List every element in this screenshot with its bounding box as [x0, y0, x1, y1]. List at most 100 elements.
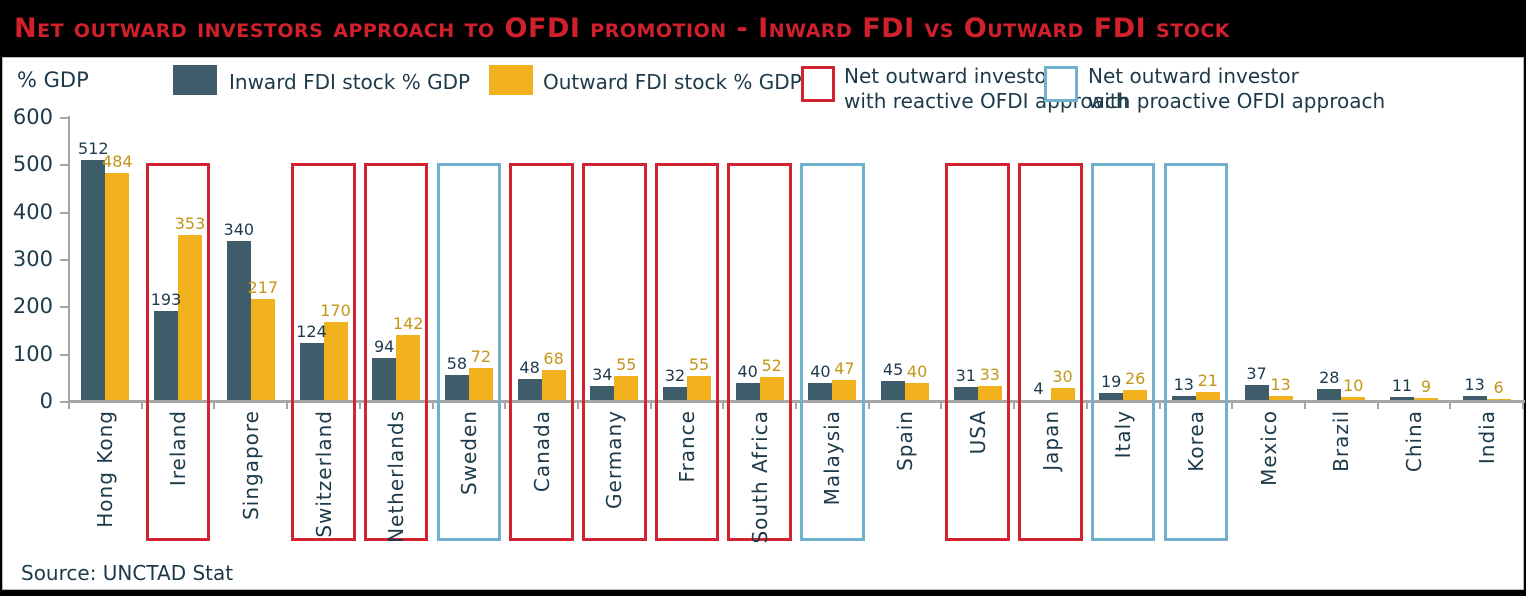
y-axis-tick — [60, 211, 69, 214]
value-label-outward-south-africa: 52 — [761, 356, 782, 376]
value-label-inward-sweden: 58 — [446, 353, 468, 373]
bar-outward-spain — [905, 383, 930, 402]
value-label-inward-mexico: 37 — [1246, 363, 1267, 383]
approach-box-reactive-netherlands — [363, 163, 429, 541]
approach-box-proactive-malaysia — [800, 163, 865, 541]
y-axis-tick — [60, 164, 69, 167]
value-label-outward-malaysia: 47 — [834, 358, 855, 378]
x-axis-tick — [1376, 402, 1379, 409]
country-label-india: India — [1474, 410, 1499, 465]
value-label-inward-germany: 34 — [592, 364, 613, 384]
x-axis-tick — [795, 402, 797, 409]
approach-box-proactive-korea — [1163, 163, 1229, 541]
country-label-france: France — [675, 410, 699, 483]
y-axis-tick-label: 200 — [12, 294, 53, 319]
legend-label-proactive: Net outward investor with proactive OFDI… — [1088, 64, 1386, 113]
approach-box-reactive-south-africa — [727, 163, 792, 541]
value-label-outward-singapore: 217 — [247, 278, 279, 298]
approach-box-reactive-japan — [1018, 163, 1083, 541]
bar-outward-netherlands — [396, 334, 421, 402]
legend-label-inward: Inward FDI stock % GDP — [229, 70, 471, 94]
value-label-outward-korea: 21 — [1197, 371, 1218, 391]
value-label-outward-germany: 55 — [616, 355, 637, 374]
x-axis-tick — [504, 402, 507, 409]
bar-inward-switzerland — [299, 343, 324, 402]
title-bar: Net outward investors approach to OFDI p… — [0, 0, 1526, 57]
approach-box-proactive-sweden — [436, 163, 502, 541]
x-axis-tick — [1303, 402, 1306, 409]
bar-outward-italy — [1123, 389, 1148, 402]
value-label-outward-france: 55 — [688, 355, 710, 374]
value-label-outward-spain: 40 — [906, 362, 928, 382]
chart-title: Net outward investors approach to OFDI p… — [14, 13, 1231, 44]
bar-inward-brazil — [1317, 388, 1342, 402]
value-label-inward-india: 13 — [1464, 374, 1485, 394]
bar-outward-china — [1414, 397, 1438, 402]
y-axis-tick-label: 400 — [12, 199, 53, 224]
approach-box-reactive-switzerland — [291, 163, 356, 541]
country-label-mexico: Mexico — [1256, 410, 1281, 486]
value-label-outward-sweden: 72 — [470, 346, 492, 366]
bar-inward-hong-kong — [81, 159, 106, 402]
x-axis-tick — [140, 402, 143, 409]
country-label-singapore: Singapore — [238, 410, 263, 520]
country-label-netherlands: Netherlands — [384, 410, 409, 543]
x-axis-tick — [1013, 402, 1016, 409]
bar-inward-south-africa — [735, 383, 760, 402]
source-note: Source: UNCTAD Stat — [21, 561, 234, 585]
value-label-inward-canada: 48 — [519, 358, 540, 378]
value-label-inward-usa: 31 — [955, 366, 976, 386]
bar-outward-germany — [614, 376, 639, 402]
value-label-inward-china: 11 — [1391, 375, 1413, 395]
y-axis-tick — [60, 117, 69, 119]
y-axis-tick-label: 300 — [12, 247, 53, 271]
value-label-outward-usa: 33 — [979, 365, 1000, 385]
x-axis-tick — [1158, 402, 1161, 409]
bar-outward-malaysia — [832, 379, 857, 402]
approach-box-reactive-ireland — [145, 163, 211, 541]
chart-panel: % GDP Inward FDI stock % GDP Outward FDI… — [2, 57, 1525, 590]
y-axis-tick — [60, 259, 69, 261]
x-axis-tick — [431, 402, 434, 409]
value-label-inward-spain: 45 — [882, 359, 904, 379]
value-label-outward-mexico: 13 — [1270, 374, 1291, 394]
y-axis-unit-label: % GDP — [17, 68, 89, 92]
x-axis-tick — [358, 402, 361, 409]
x-axis-tick — [867, 402, 870, 409]
value-label-inward-malaysia: 40 — [810, 362, 831, 382]
legend-swatch-outward — [489, 65, 533, 95]
x-axis-tick — [1231, 402, 1234, 409]
bar-outward-south-africa — [759, 377, 784, 402]
legend-swatch-proactive-box — [1044, 66, 1078, 102]
value-label-outward-china: 9 — [1420, 376, 1432, 396]
y-axis-tick-label: 500 — [12, 152, 53, 177]
value-label-outward-switzerland: 170 — [320, 300, 351, 320]
country-label-south-africa: South Africa — [747, 410, 772, 544]
x-axis-tick — [68, 402, 70, 409]
value-label-inward-brazil: 28 — [1319, 367, 1340, 387]
bar-inward-germany — [590, 385, 615, 402]
bar-inward-mexico — [1244, 384, 1269, 402]
bar-outward-ireland — [178, 234, 202, 402]
bar-outward-sweden — [468, 367, 493, 402]
y-axis-tick-label: 100 — [12, 341, 53, 366]
bar-inward-singapore — [226, 241, 251, 402]
country-label-ireland: Ireland — [166, 410, 190, 487]
plot-area: 0 100 200 300 400 500 600 512 484 193 353 340 217 124… — [3, 58, 1525, 589]
value-label-inward-hong-kong: 512 — [78, 138, 109, 158]
y-axis-line — [68, 116, 70, 403]
approach-box-reactive-france — [654, 163, 720, 541]
value-label-inward-korea: 13 — [1173, 374, 1194, 394]
country-label-malaysia: Malaysia — [820, 410, 845, 506]
country-label-usa: USA — [965, 410, 990, 455]
bar-outward-korea — [1195, 392, 1220, 402]
value-label-outward-india: 6 — [1493, 378, 1504, 398]
x-axis-tick — [1449, 402, 1452, 409]
bar-inward-sweden — [444, 374, 469, 402]
bar-inward-france — [663, 386, 687, 402]
bar-inward-spain — [881, 380, 906, 402]
country-label-switzerland: Switzerland — [311, 410, 336, 538]
y-axis-tick — [60, 401, 69, 403]
legend-swatch-inward — [173, 65, 217, 95]
bar-inward-italy — [1099, 393, 1124, 402]
